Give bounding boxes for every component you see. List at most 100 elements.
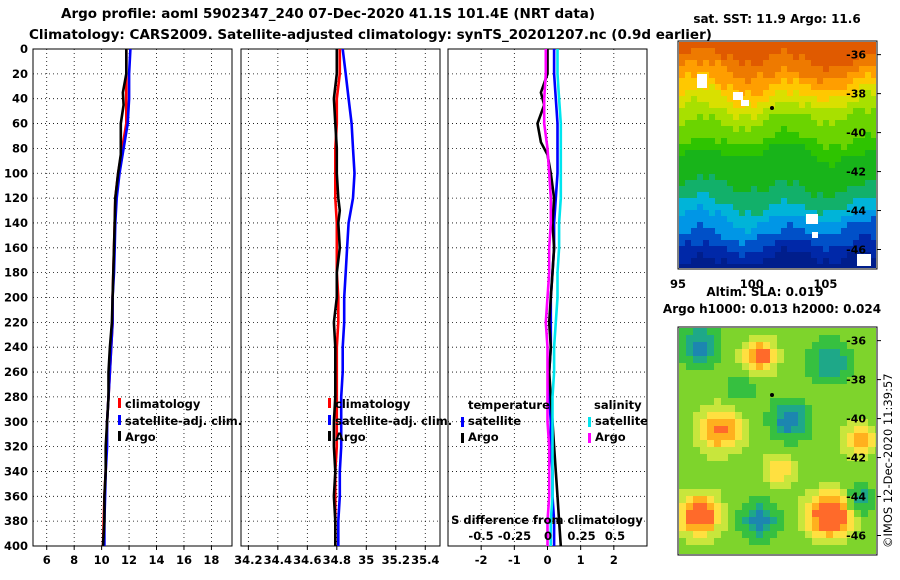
sla-cell [700,517,707,524]
sst-cell [871,42,876,48]
sst-cell [775,132,781,138]
sst-cell [793,186,799,192]
sst-cell [715,210,721,216]
sst-cell [817,162,823,168]
sst-cell [817,78,823,84]
sla-cell [868,440,875,447]
sst-cell [829,240,835,246]
sla-cell [847,440,854,447]
sst-cell [793,216,799,222]
sla-cell [686,503,693,510]
sla-cell [679,524,686,531]
sla-cell [693,545,700,552]
sst-cell [811,180,817,186]
sst-cell [793,114,799,120]
sst-cell [733,48,739,54]
sst-cell [841,264,847,268]
sla-cell [861,454,868,461]
sla-cell [819,335,826,342]
sla-cell [812,419,819,426]
sla-cell [735,510,742,517]
sla-cell [742,384,749,391]
sst-cell [709,132,715,138]
sla-cell [749,349,756,356]
sst-cell [691,84,697,90]
sla-cell [861,524,868,531]
sla-cell [770,454,777,461]
sst-cell [823,156,829,162]
sst-cell [871,102,876,108]
legend-swatch [588,417,591,427]
sst-cell [715,120,721,126]
sst-cell [793,210,799,216]
sla-cell [819,426,826,433]
sla-cell [777,433,784,440]
sst-cell [703,264,709,268]
legend-label: Argo [125,430,156,444]
sst-cell [721,96,727,102]
sla-cell [714,433,721,440]
sst-cell [697,132,703,138]
sla-cell [763,468,770,475]
sst-cell [763,180,769,186]
sla-cell [805,524,812,531]
sla-cell [749,545,756,552]
sst-cell [757,240,763,246]
sla-cell [805,517,812,524]
sla-cell [826,524,833,531]
sla-cell [679,447,686,454]
sst-cell [859,222,865,228]
sla-cell [798,524,805,531]
sla-cell [770,384,777,391]
sst-y-tick-label: -40 [846,127,866,140]
x-tick-label: -1 [508,553,521,567]
sst-cell [721,180,727,186]
sst-cell [763,156,769,162]
sla-cell [805,468,812,475]
sst-cell [715,228,721,234]
sst-cell [685,126,691,132]
sla-cell [700,398,707,405]
sst-cell [763,222,769,228]
sst-cell [685,108,691,114]
legend-swatch [118,415,121,425]
sla-cell [840,433,847,440]
sst-cell [715,138,721,144]
legend-label: satellite [468,414,521,428]
sst-cell [751,216,757,222]
sst-cell [829,156,835,162]
sla-cell [805,454,812,461]
sst-cell [811,48,817,54]
sst-cell [757,96,763,102]
sst-cell [859,102,865,108]
sst-cell [787,66,793,72]
sst-cell [847,240,853,246]
sst-cell [739,258,745,264]
sst-cell [841,132,847,138]
sst-cell [715,186,721,192]
sst-cell [751,156,757,162]
sst-cell [859,114,865,120]
sla-cell [686,405,693,412]
sla-cell [714,552,721,554]
x-tick-label: 18 [203,553,219,567]
sla-cell [770,510,777,517]
sla-cell [679,496,686,503]
sla-cell [875,489,876,496]
sla-cell [875,440,876,447]
sst-cell [781,192,787,198]
sst-cell [775,114,781,120]
legend-swatch [328,398,331,408]
sst-cell [835,192,841,198]
sst-cell [829,54,835,60]
sla-cell [791,468,798,475]
sst-cell [727,198,733,204]
sla-cell [805,342,812,349]
sst-cell [805,240,811,246]
sst-cell [811,174,817,180]
sst-cell [763,126,769,132]
sst-cell [715,246,721,252]
sla-cell [679,377,686,384]
sla-cell [735,538,742,545]
sst-cell [691,168,697,174]
